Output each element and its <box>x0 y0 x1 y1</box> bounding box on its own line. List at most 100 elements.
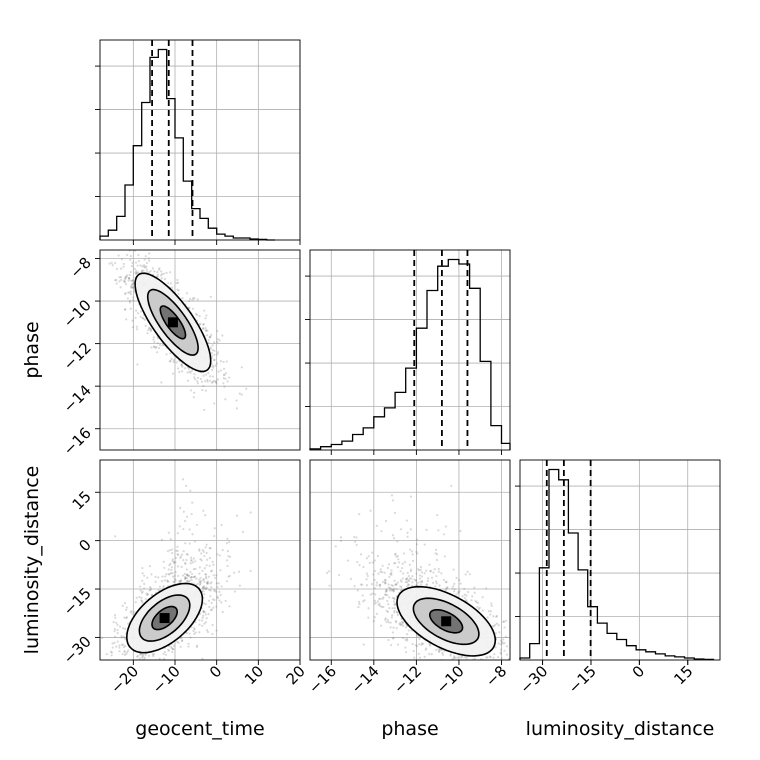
scatter-point <box>408 577 411 580</box>
scatter-point <box>179 645 182 648</box>
scatter-point <box>124 627 127 631</box>
scatter-point <box>213 534 216 538</box>
scatter-point <box>140 653 143 656</box>
scatter-point <box>461 595 464 598</box>
scatter-point <box>446 586 449 589</box>
scatter-point <box>437 648 440 651</box>
scatter-point <box>476 605 479 609</box>
scatter-point <box>192 629 195 633</box>
scatter-point <box>173 561 176 564</box>
scatter-point <box>171 572 174 575</box>
scatter-point <box>118 650 121 653</box>
scatter-point <box>176 288 179 291</box>
scatter-point <box>135 272 138 275</box>
pair-panel-geocent_time-phase <box>99 244 301 451</box>
scatter-point <box>366 574 369 578</box>
scatter-point <box>188 579 191 582</box>
scatter-point <box>436 513 439 517</box>
scatter-point <box>119 275 123 279</box>
scatter-point <box>167 568 170 571</box>
scatter-point <box>444 587 448 590</box>
scatter-point <box>505 645 508 648</box>
scatter-point <box>164 575 167 578</box>
x-tick-label: −8 <box>482 662 510 690</box>
scatter-point <box>211 344 214 347</box>
scatter-point <box>125 244 127 246</box>
scatter-point <box>371 583 374 586</box>
scatter-point <box>380 605 383 608</box>
scatter-point <box>144 266 147 269</box>
scatter-point <box>143 265 146 268</box>
scatter-point <box>361 594 364 597</box>
scatter-point <box>180 364 183 367</box>
scatter-point <box>129 290 132 293</box>
x-tick-label: −12 <box>390 662 425 697</box>
scatter-point <box>367 555 370 558</box>
scatter-point <box>146 576 149 579</box>
scatter-point <box>476 601 480 604</box>
scatter-point <box>154 663 156 665</box>
scatter-point <box>379 604 382 608</box>
scatter-point <box>185 576 189 580</box>
scatter-point <box>169 562 172 565</box>
scatter-point <box>123 281 126 284</box>
scatter-point <box>130 279 133 282</box>
scatter-point <box>433 568 436 571</box>
scatter-point <box>129 255 133 258</box>
x-tick-label: −15 <box>565 662 600 697</box>
panel-frame <box>309 249 511 451</box>
scatter-point <box>408 579 411 582</box>
scatter-point <box>159 270 163 273</box>
scatter-point <box>145 268 148 271</box>
panel-content <box>100 460 300 665</box>
scatter-point <box>219 569 222 572</box>
scatter-point <box>235 514 239 517</box>
scatter-point <box>207 575 210 578</box>
scatter-point <box>213 349 216 353</box>
scatter-point <box>202 578 205 581</box>
scatter-point <box>143 587 146 590</box>
scatter-point <box>353 535 356 539</box>
scatter-point <box>463 656 467 659</box>
scatter-point <box>495 614 498 618</box>
scatter-point <box>198 578 201 581</box>
scatter-point <box>170 647 173 650</box>
scatter-point <box>390 583 393 587</box>
scatter-point <box>228 574 231 578</box>
scatter-point <box>382 596 385 599</box>
scatter-point <box>490 604 493 607</box>
scatter-point <box>400 580 403 583</box>
scatter-point <box>372 620 375 623</box>
scatter-point <box>395 555 398 558</box>
scatter-point <box>373 569 377 573</box>
scatter-point <box>210 586 213 589</box>
scatter-point <box>147 257 150 260</box>
scatter-point <box>411 642 414 646</box>
scatter-point <box>211 560 214 563</box>
scatter-point <box>157 268 161 271</box>
scatter-point <box>198 315 201 318</box>
scatter-point <box>491 624 494 628</box>
scatter-point <box>379 568 382 571</box>
scatter-point <box>139 585 142 588</box>
scatter-point <box>135 655 139 658</box>
scatter-point <box>196 376 200 380</box>
scatter-point <box>396 540 399 543</box>
scatter-point <box>393 511 396 514</box>
scatter-point <box>219 360 222 363</box>
scatter-point <box>418 643 421 646</box>
scatter-point <box>473 657 477 660</box>
scatter-point <box>514 668 516 670</box>
scatter-point <box>397 558 400 561</box>
scatter-point <box>114 535 117 538</box>
scatter-point <box>124 292 127 295</box>
scatter-point <box>371 561 374 564</box>
scatter-point <box>125 652 128 655</box>
scatter-point <box>403 561 407 564</box>
scatter-point <box>406 639 409 642</box>
scatter-point <box>362 600 365 603</box>
scatter-point <box>184 542 187 545</box>
scatter-point <box>111 264 114 267</box>
scatter-point <box>434 585 437 588</box>
scatter-point <box>390 589 393 592</box>
